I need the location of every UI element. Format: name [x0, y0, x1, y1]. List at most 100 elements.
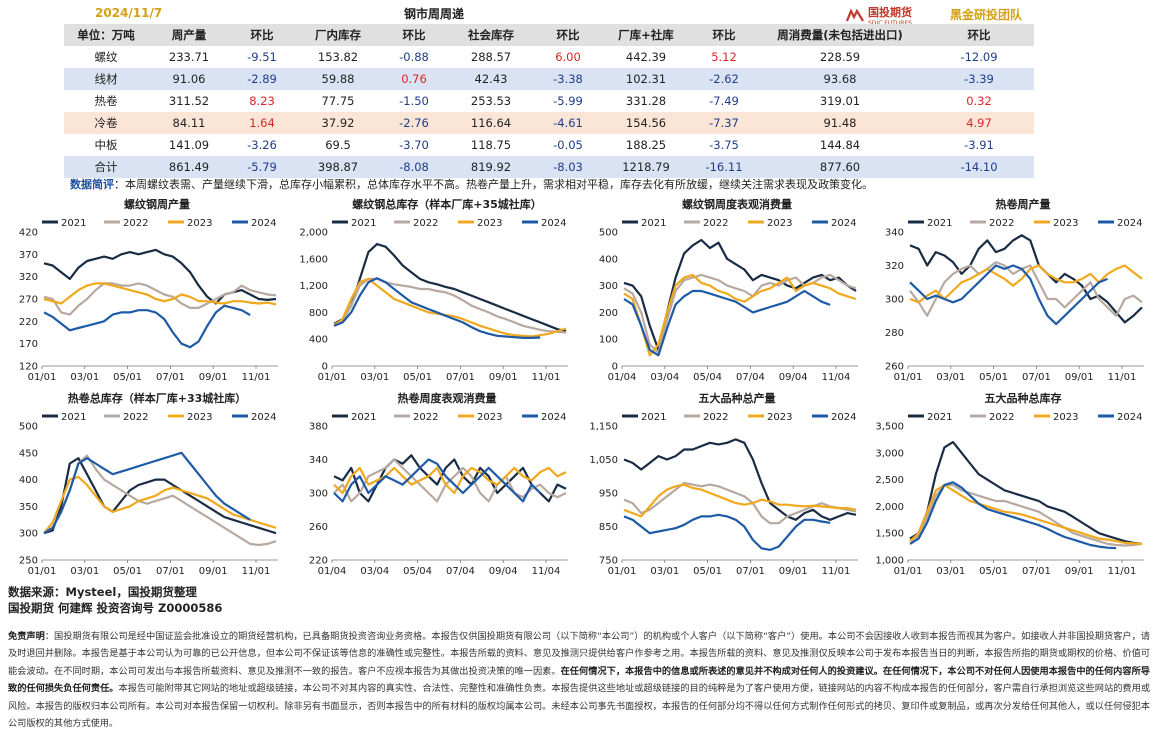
series-line-2022 [909, 483, 1143, 547]
report-date: 2024/11/7 [95, 6, 163, 20]
table-cell: 91.06 [148, 68, 230, 90]
x-tick-label: 01/01 [608, 566, 637, 577]
y-tick-label: 2,500 [875, 475, 904, 486]
y-tick-label: 260 [309, 522, 328, 533]
legend-label: 2022 [123, 218, 148, 229]
series-line-2024 [333, 458, 541, 503]
table-cell: -0.88 [399, 50, 429, 64]
series-line-2023 [623, 483, 857, 518]
table-row: 合计 861.49 -5.79 398.87 -8.08 819.92 -8.03 1218.… [64, 156, 1034, 178]
table-cell: 8.23 [249, 94, 275, 108]
x-tick-label: 11/01 [822, 566, 851, 577]
legend-label: 2023 [477, 412, 502, 423]
x-tick-label: 11/01 [1108, 372, 1137, 383]
x-tick-label: 07/04 [446, 566, 475, 577]
x-tick-label: 09/01 [199, 566, 228, 577]
table-cell: 1.64 [230, 112, 294, 134]
series-line-2022 [909, 260, 1143, 317]
x-tick-label: 03/01 [70, 566, 99, 577]
y-tick-label: 300 [19, 529, 38, 540]
chart-svg: 螺纹钢总库存（样本厂库+35城社库） 2021 2022 2023 2024 0 400 80… [299, 198, 568, 383]
table-cell: 0.76 [382, 68, 446, 90]
table-header-cell: 社会库存 [446, 24, 536, 46]
table-cell: -3.70 [399, 138, 429, 152]
table-cell: 288.57 [470, 50, 512, 64]
table-cell: -3.91 [964, 138, 994, 152]
series-line-2023 [333, 466, 567, 495]
table-header-cell: 环比 [692, 24, 756, 46]
disclaimer: 免责声明：国投期货有限公司是经中国证监会批准设立的期货经营机构，已具备期货投资咨… [8, 628, 1150, 732]
x-tick-label: 05/04 [693, 372, 722, 383]
series-line-2024 [909, 481, 1117, 550]
y-tick-label: 370 [19, 250, 38, 261]
report-title: 钢市周周递 [404, 7, 465, 21]
table-cell: 188.25 [625, 138, 667, 152]
y-tick-label: 100 [599, 335, 618, 346]
table-cell: 84.11 [148, 112, 230, 134]
series-line-2022 [43, 282, 277, 316]
logo-icon [846, 8, 864, 22]
team-name: 黑金研投团队 [950, 8, 1023, 22]
chart-svg: 螺纹钢周度表观消费量 2021 2022 2023 2024 0 100 200 300 400 5… [599, 198, 858, 383]
row-label: 冷卷 [64, 112, 148, 134]
x-tick-label: 05/01 [979, 372, 1008, 383]
series-line-2022 [333, 277, 567, 334]
table-cell: -0.05 [553, 138, 583, 152]
series-line-2023 [623, 273, 857, 357]
series-line-2021 [333, 454, 567, 503]
x-tick-label: 01/01 [318, 372, 347, 383]
table-cell: 37.92 [294, 112, 382, 134]
chart-title: 螺纹钢总库存（样本厂库+35城社库） [352, 198, 542, 211]
y-tick-label: 340 [885, 228, 904, 239]
x-tick-label: 01/04 [318, 566, 347, 577]
legend-label: 2024 [1117, 412, 1142, 423]
table-cell: 93.68 [756, 68, 924, 90]
chart-title: 螺纹钢周产量 [124, 198, 190, 211]
table-header-cell: 环比 [924, 24, 1034, 46]
x-tick-label: 03/01 [70, 372, 99, 383]
series-line-2023 [909, 483, 1143, 545]
table-cell: -7.49 [709, 94, 739, 108]
y-tick-label: 300 [599, 281, 618, 292]
y-tick-label: 750 [599, 556, 618, 567]
x-tick-label: 11/01 [532, 372, 561, 383]
table-cell: -3.26 [247, 138, 277, 152]
x-tick-label: 01/01 [894, 372, 923, 383]
legend-label: 2024 [541, 412, 566, 423]
table-header-cell: 厂库+社库 [600, 24, 692, 46]
line-chart: 五大品种总产量 2021 2022 2023 2024 750 850 950 1,050 1,1… [582, 392, 864, 582]
y-tick-label: 0 [612, 362, 618, 373]
x-tick-label: 09/01 [779, 566, 808, 577]
y-tick-label: 1,150 [589, 422, 618, 433]
x-tick-label: 03/04 [360, 566, 389, 577]
y-tick-label: 250 [19, 556, 38, 567]
x-tick-label: 09/04 [489, 566, 518, 577]
legend-label: 2022 [989, 412, 1014, 423]
x-tick-label: 11/04 [532, 566, 561, 577]
row-label: 热卷 [94, 94, 118, 108]
table-cell: 91.48 [756, 112, 924, 134]
x-tick-label: 05/01 [113, 566, 142, 577]
table-cell: 311.52 [168, 94, 210, 108]
series-line-2024 [623, 289, 831, 357]
line-chart: 五大品种总库存 2021 2022 2023 2024 1,000 1,500 2,000 2,… [868, 392, 1150, 582]
table-cell: 42.43 [446, 68, 536, 90]
x-tick-label: 11/01 [242, 566, 271, 577]
table-cell: 154.56 [600, 112, 692, 134]
legend-label: 2021 [61, 412, 86, 423]
x-tick-label: 09/01 [1065, 372, 1094, 383]
y-tick-label: 2,000 [299, 228, 328, 239]
table-row: 螺纹 233.71 -9.51 153.82 -0.88 288.57 6.00 442.39… [64, 46, 1034, 68]
chart-svg: 五大品种总产量 2021 2022 2023 2024 750 850 950 1,050 1,1… [589, 392, 858, 577]
x-tick-label: 05/01 [693, 566, 722, 577]
table-cell: 331.28 [625, 94, 667, 108]
data-comment-label: 数据简评 [70, 178, 114, 191]
line-chart: 热卷周产量 2021 2022 2023 2024 260 280 300 320 340 01/0… [868, 198, 1150, 388]
x-tick-label: 05/01 [979, 566, 1008, 577]
disclaimer-text-2: 本报告可能附带其它网站的地址或超级链接，本公司不对其内容的真实性、合法性、完整性… [8, 683, 1151, 730]
series-line-2021 [43, 457, 277, 535]
table-cell: 77.75 [321, 94, 355, 108]
table-cell: 0.32 [966, 94, 992, 108]
y-tick-label: 1,600 [299, 254, 328, 265]
row-label: 合计 [64, 156, 148, 178]
